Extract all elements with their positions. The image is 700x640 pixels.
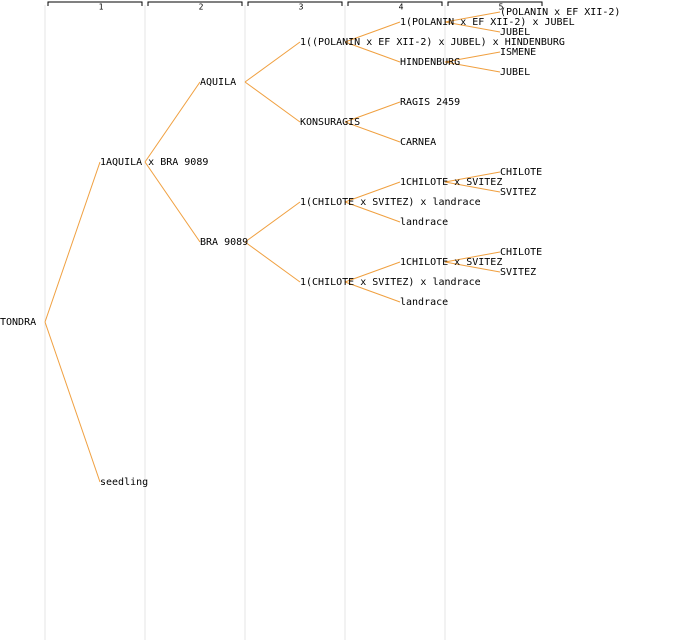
node-label: SVITEZ xyxy=(500,187,536,198)
edge xyxy=(344,281,401,303)
node-label: landrace xyxy=(400,217,448,228)
edge xyxy=(444,51,501,63)
labels: TONDRA 1AQUILA x BRA 9089 AQUILA 1((POLANIN… xyxy=(0,7,620,488)
edge xyxy=(444,11,501,23)
node-label: CARNEA xyxy=(400,137,436,148)
edge xyxy=(144,161,201,243)
column-bracket xyxy=(147,1,243,6)
edges xyxy=(44,11,501,483)
node-label: 1CHILOTE x SVITEZ xyxy=(400,177,502,188)
column-bracket xyxy=(47,1,143,6)
node-label: CHILOTE xyxy=(500,247,542,258)
column-header: 4 xyxy=(399,3,404,12)
node-label: 1((POLANIN x EF XII-2) x JUBEL) x HINDEN… xyxy=(300,37,565,48)
node-label: landrace xyxy=(400,297,448,308)
edge xyxy=(44,321,101,483)
column-bracket xyxy=(347,1,443,6)
edge xyxy=(444,251,501,263)
node-label: 1(CHILOTE x SVITEZ) x landrace xyxy=(300,277,481,288)
node-label: (POLANIN x EF XII-2) xyxy=(500,7,620,18)
edge xyxy=(144,81,201,163)
column-bracket xyxy=(447,1,543,6)
edge xyxy=(344,121,401,143)
node-label: AQUILA xyxy=(200,77,236,88)
edge xyxy=(344,201,401,223)
edge xyxy=(444,61,501,73)
node-label: 1(CHILOTE x SVITEZ) x landrace xyxy=(300,197,481,208)
edge xyxy=(444,261,501,273)
edge xyxy=(344,101,401,123)
node-label: JUBEL xyxy=(500,27,530,38)
node-label: JUBEL xyxy=(500,67,530,78)
column-bracket xyxy=(247,1,343,6)
node-label: HINDENBURG xyxy=(400,57,460,68)
edge xyxy=(244,201,301,243)
edge xyxy=(244,81,301,123)
column-header: 2 xyxy=(199,3,204,12)
node-label: KONSURAGIS xyxy=(300,117,360,128)
edge xyxy=(444,171,501,183)
edge xyxy=(444,21,501,33)
node-label: SVITEZ xyxy=(500,267,536,278)
node-label: 1AQUILA x BRA 9089 xyxy=(100,157,208,168)
node-label: 1CHILOTE x SVITEZ xyxy=(400,257,502,268)
node-label: BRA 9089 xyxy=(200,237,248,248)
node-label: ISMENE xyxy=(500,47,536,58)
edge xyxy=(344,181,401,203)
node-label: 1(POLANIN x EF XII-2) x JUBEL xyxy=(400,17,575,28)
edge xyxy=(344,21,401,43)
column-header: 5 xyxy=(499,3,504,12)
edge xyxy=(444,181,501,193)
edge xyxy=(344,261,401,283)
edge xyxy=(44,161,101,323)
column-header: 1 xyxy=(99,3,104,12)
edge xyxy=(344,41,401,63)
edge xyxy=(244,241,301,283)
node-label: seedling xyxy=(100,477,148,488)
node-label: RAGIS 2459 xyxy=(400,97,460,108)
node-label: TONDRA xyxy=(0,317,36,328)
node-label: CHILOTE xyxy=(500,167,542,178)
edge xyxy=(244,41,301,83)
column-header: 3 xyxy=(299,3,304,12)
